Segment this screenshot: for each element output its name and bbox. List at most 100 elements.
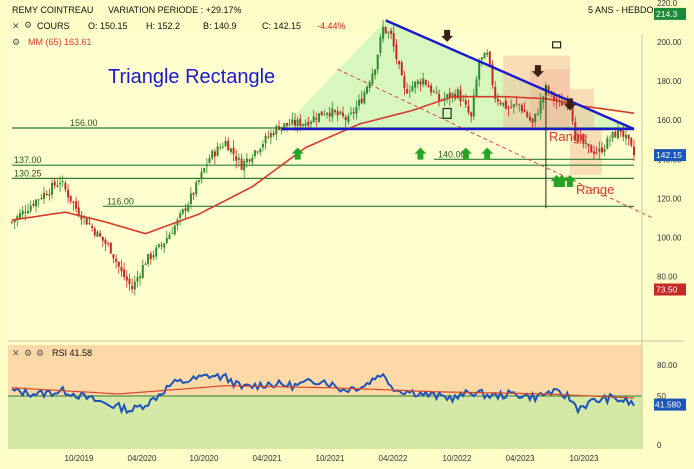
candle-body bbox=[342, 112, 344, 116]
candle-body bbox=[339, 111, 342, 114]
candle-body bbox=[456, 89, 459, 99]
candle-body bbox=[609, 139, 611, 141]
candle-body bbox=[67, 189, 70, 198]
candle-body bbox=[307, 121, 310, 126]
candle-body bbox=[392, 33, 395, 47]
candle-body bbox=[424, 80, 427, 85]
candle-body bbox=[88, 223, 91, 225]
candle-body bbox=[491, 64, 494, 85]
candle-body bbox=[494, 86, 497, 99]
level-label-116.00: 116.00 bbox=[107, 196, 134, 206]
candle-body bbox=[91, 226, 94, 228]
candle-body bbox=[253, 150, 256, 157]
candle-body bbox=[347, 115, 350, 122]
candle-body bbox=[416, 80, 419, 84]
candle-body bbox=[245, 158, 248, 163]
candle-body bbox=[109, 242, 112, 254]
settings-icon[interactable]: ⚙ bbox=[12, 37, 21, 47]
candle-body bbox=[224, 140, 227, 147]
candle-body bbox=[366, 86, 368, 94]
vertical-bar-1 bbox=[551, 41, 562, 49]
dashed-trendline bbox=[337, 68, 653, 219]
candle-body bbox=[547, 86, 550, 93]
rsi-y-tick-label: 0 bbox=[657, 441, 662, 450]
candle-body bbox=[614, 131, 617, 138]
candle-body bbox=[173, 225, 176, 235]
candle-body bbox=[326, 112, 328, 115]
candle-body bbox=[574, 122, 577, 141]
candle-body bbox=[360, 98, 363, 104]
candle-body bbox=[419, 81, 422, 85]
rsi-panel: ✕ ⚙ ⚙ RSI 41.58 bbox=[8, 345, 642, 449]
arrow-down-3 bbox=[563, 98, 576, 111]
candle-body bbox=[633, 146, 635, 156]
candle-body bbox=[61, 181, 64, 182]
rsi-close-icon: ✕ bbox=[12, 348, 20, 358]
instrument-name: REMY COINTREAU bbox=[12, 5, 94, 15]
price-tag-box-1 bbox=[654, 149, 686, 162]
candle-body bbox=[510, 106, 513, 108]
vertical-bar-0 bbox=[442, 107, 452, 119]
candle-body bbox=[152, 255, 155, 258]
candle-body bbox=[101, 236, 104, 241]
candle-body bbox=[387, 32, 390, 33]
candle-body bbox=[411, 86, 414, 92]
candle-body bbox=[296, 119, 299, 126]
candle-body bbox=[376, 54, 379, 70]
candle-body bbox=[622, 130, 625, 137]
candle-body bbox=[229, 148, 232, 153]
candle-body bbox=[45, 193, 48, 196]
variation-label: VARIATION PERIODE : +29.17% bbox=[108, 5, 242, 15]
candle-body bbox=[486, 52, 489, 55]
candle-body bbox=[35, 199, 37, 207]
candle-body bbox=[21, 210, 24, 215]
close-icon[interactable]: ✕ bbox=[12, 21, 20, 31]
candle-body bbox=[630, 138, 633, 146]
candle-body bbox=[379, 37, 382, 53]
candle-body bbox=[371, 73, 374, 84]
candle-body bbox=[617, 128, 619, 139]
candle-body bbox=[179, 213, 182, 218]
arrow-up-0 bbox=[291, 147, 304, 160]
candle-body bbox=[267, 136, 270, 138]
axes: 80.00 100.00 120.00 140.00 160.00 180.00 200.0… bbox=[8, 0, 686, 463]
candle-body bbox=[590, 145, 593, 153]
candle-body bbox=[523, 109, 526, 113]
candle-body bbox=[243, 161, 246, 171]
candle-body bbox=[328, 112, 331, 117]
candle-body bbox=[611, 131, 614, 139]
rsi-upper-zone bbox=[8, 345, 642, 396]
candle-body bbox=[625, 134, 627, 139]
candle-body bbox=[75, 201, 78, 209]
candle-body bbox=[11, 221, 13, 223]
candle-body bbox=[13, 220, 16, 223]
change-value: -4.44% bbox=[317, 21, 346, 31]
candle-body bbox=[53, 181, 56, 186]
candle-body bbox=[155, 247, 158, 257]
candle-body bbox=[536, 113, 539, 115]
candle-body bbox=[184, 208, 187, 211]
candle-body bbox=[464, 100, 467, 105]
x-tick-label: 04/2023 bbox=[506, 454, 535, 463]
candle-body bbox=[227, 140, 230, 151]
candle-body bbox=[165, 238, 168, 243]
cours-label: COURS bbox=[37, 21, 70, 31]
candle-body bbox=[29, 205, 32, 211]
y-tick-label: 120.00 bbox=[657, 195, 682, 204]
arrow-up-1 bbox=[414, 147, 427, 160]
arrow-down-2 bbox=[531, 65, 544, 78]
candle-body bbox=[133, 281, 136, 290]
gear-icon[interactable]: ⚙ bbox=[24, 20, 33, 30]
candle-body bbox=[147, 254, 150, 264]
candle-body bbox=[427, 85, 430, 88]
candle-body bbox=[344, 117, 347, 120]
candle-body bbox=[318, 113, 320, 122]
x-tick-label: 10/2022 bbox=[443, 454, 472, 463]
x-tick-label: 04/2021 bbox=[253, 454, 282, 463]
candle-body bbox=[526, 112, 529, 118]
candle-body bbox=[96, 231, 99, 237]
level-label-156.00: 156.00 bbox=[70, 118, 98, 128]
candle-body bbox=[189, 193, 192, 205]
candle-body bbox=[56, 185, 59, 187]
